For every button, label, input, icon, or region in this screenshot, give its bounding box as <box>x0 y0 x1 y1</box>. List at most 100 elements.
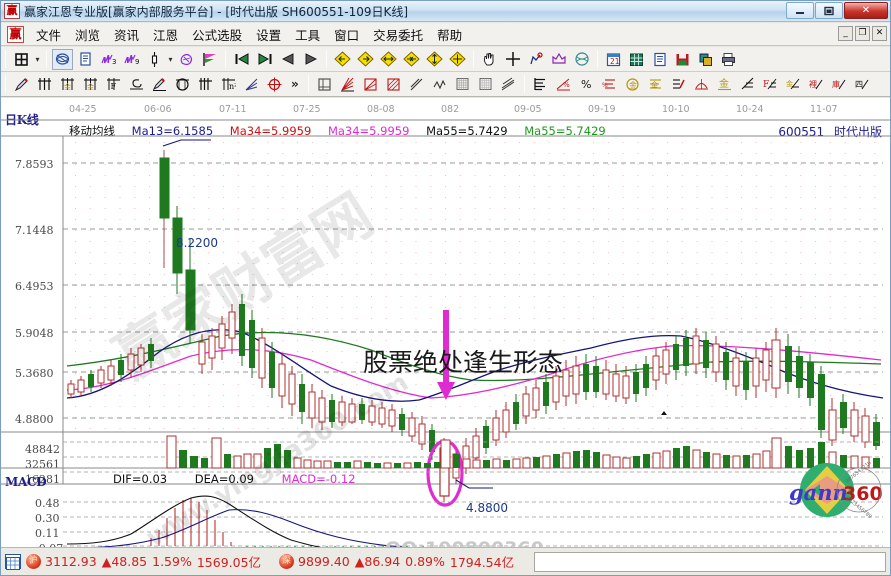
skip-first-icon[interactable] <box>231 49 252 70</box>
menu-item-window[interactable]: 窗口 <box>334 27 360 43</box>
skip-last-icon[interactable] <box>254 49 275 70</box>
pen-arrow-icon[interactable] <box>149 74 170 95</box>
copy-layers-icon[interactable] <box>695 49 716 70</box>
grid-view-icon[interactable] <box>5 554 21 570</box>
mdi-minimize-button[interactable]: _ <box>838 26 853 41</box>
arc-fan-red-icon[interactable] <box>691 74 712 95</box>
box-fan-icon[interactable] <box>360 74 381 95</box>
step-back-icon[interactable] <box>277 49 298 70</box>
red-char-slope-icon[interactable]: 裡 <box>806 74 827 95</box>
toolbar-separator <box>307 75 309 93</box>
grid-lines-icon[interactable] <box>34 74 55 95</box>
spiral-cycle-icon[interactable] <box>126 74 147 95</box>
menu-item-settings[interactable]: 设置 <box>256 27 282 43</box>
four-slope-icon[interactable]: 四 <box>852 74 873 95</box>
report-document-icon[interactable] <box>75 49 96 70</box>
menu-item-tools[interactable]: 工具 <box>295 27 321 43</box>
diamond-left-icon[interactable] <box>332 49 353 70</box>
minimize-button[interactable] <box>786 2 814 19</box>
mdi-close-button[interactable]: ✕ <box>872 26 887 41</box>
gold-levels-icon[interactable]: 金 <box>645 74 666 95</box>
menu-item-browse[interactable]: 浏览 <box>75 27 101 43</box>
fan-lines-red-icon[interactable] <box>337 74 358 95</box>
grid-vertical-icon[interactable] <box>195 74 216 95</box>
diamond-zoom-out-icon[interactable] <box>401 49 422 70</box>
red-char-slope2-icon[interactable]: 庫 <box>829 74 850 95</box>
slope-lines-icon[interactable] <box>406 74 427 95</box>
calendar-21-icon[interactable]: 21 <box>603 49 624 70</box>
pen-draw-icon[interactable] <box>11 74 32 95</box>
date-tick: 10-24 <box>736 104 764 115</box>
print-icon[interactable] <box>718 49 739 70</box>
menu-item-formula-stock-pick[interactable]: 公式选股 <box>192 27 243 43</box>
brain-net-icon[interactable] <box>571 49 592 70</box>
gold-slope-levels-icon[interactable]: 金 <box>783 74 804 95</box>
step-forward-icon[interactable] <box>300 49 321 70</box>
status-command-input[interactable] <box>534 551 886 572</box>
spreadsheet-icon[interactable] <box>626 49 647 70</box>
index-shenzhen[interactable]: 深 9899.40 ▲ 86.94 0.89% 1794.54亿 <box>277 552 514 571</box>
layout-dropdown-caret[interactable]: ▾ <box>35 54 40 64</box>
scribble-shape-icon[interactable] <box>176 49 197 70</box>
bars-9-icon[interactable]: 9 <box>121 49 142 70</box>
n-squared-icon[interactable]: n² <box>218 74 239 95</box>
menu-item-help[interactable]: 帮助 <box>437 27 463 43</box>
menu-item-file[interactable]: 文件 <box>36 27 62 43</box>
document-lines-icon[interactable] <box>649 49 670 70</box>
circle-cycle-icon[interactable] <box>172 74 193 95</box>
menu-bar: 赢 文件 浏览 资讯 江恩 公式选股 设置 工具 窗口 交易委托 帮助 _ ❐ … <box>1 23 890 46</box>
parallel-channel-icon[interactable] <box>498 74 519 95</box>
menu-item-gann[interactable]: 江恩 <box>153 27 179 43</box>
angle-lines-icon[interactable] <box>241 74 262 95</box>
maximize-button[interactable] <box>815 2 843 19</box>
bars-3-icon[interactable]: 3 <box>98 49 119 70</box>
diamond-expand-vertical-icon[interactable] <box>424 49 445 70</box>
index-shanghai[interactable]: 沪 3112.93 ▲ 48.85 1.59% 1569.05亿 <box>24 552 261 571</box>
toolbar-overflow-button[interactable]: » <box>291 77 299 91</box>
candle-single-icon[interactable] <box>144 49 165 70</box>
f-slope-levels-icon[interactable]: F <box>760 74 781 95</box>
menu-item-trade[interactable]: 交易委托 <box>373 27 424 43</box>
mdi-restore-button[interactable]: ❐ <box>855 26 870 41</box>
save-icon[interactable] <box>672 49 693 70</box>
percent-icon[interactable]: % <box>576 74 597 95</box>
frame-box-icon[interactable] <box>314 74 335 95</box>
pen-levels-icon[interactable] <box>668 74 689 95</box>
zigzag-icon[interactable] <box>429 74 450 95</box>
flag-colored-icon[interactable] <box>199 49 220 70</box>
gold-circle-icon[interactable]: 金 <box>622 74 643 95</box>
close-button[interactable]: ✕ <box>844 2 888 19</box>
target-scope-icon[interactable] <box>264 74 285 95</box>
pointer-mark-icon[interactable] <box>525 49 546 70</box>
chart-area[interactable]: 04-25 06-06 07-11 07-25 08-08 082 09-05 … <box>1 98 890 560</box>
gann-fan-gold2-icon[interactable]: 金 <box>80 74 101 95</box>
hand-pan-icon[interactable] <box>479 49 500 70</box>
grid-fine-icon[interactable] <box>452 74 473 95</box>
price-tick: 7.1448 <box>15 224 54 237</box>
box-grid-red-icon[interactable] <box>383 74 404 95</box>
calendar-layout-icon[interactable] <box>11 49 32 70</box>
globe-scan-icon[interactable] <box>52 48 73 70</box>
fibonacci-f-icon[interactable]: F <box>103 74 124 95</box>
crosshair-icon[interactable] <box>502 49 523 70</box>
crown-shape-icon[interactable] <box>548 49 569 70</box>
slope-levels-icon[interactable] <box>737 74 758 95</box>
percent-fan-icon[interactable]: % <box>553 74 574 95</box>
ma-legend-ma13: Ma13=6.1585 <box>131 124 214 138</box>
diamond-expand-all-icon[interactable] <box>447 49 468 70</box>
toolbar-separator <box>5 50 6 68</box>
candle-dropdown-caret[interactable]: ▾ <box>168 54 173 64</box>
menu-item-news[interactable]: 资讯 <box>114 27 140 43</box>
gann-fan-gold-icon[interactable]: 金 <box>57 74 78 95</box>
price-tick: 6.4953 <box>15 280 54 293</box>
price-tick: 5.3680 <box>15 367 54 380</box>
grid-fine2-icon[interactable] <box>475 74 496 95</box>
percent-levels-icon[interactable]: % <box>599 74 620 95</box>
date-tick: 10-10 <box>662 104 690 115</box>
diamond-zoom-in-icon[interactable] <box>378 49 399 70</box>
diamond-right-icon[interactable] <box>355 49 376 70</box>
gold-underline-icon[interactable]: 金 <box>714 74 735 95</box>
ladder-levels-icon[interactable] <box>530 74 551 95</box>
svg-text:F: F <box>763 80 769 90</box>
svg-text:3: 3 <box>112 58 116 66</box>
